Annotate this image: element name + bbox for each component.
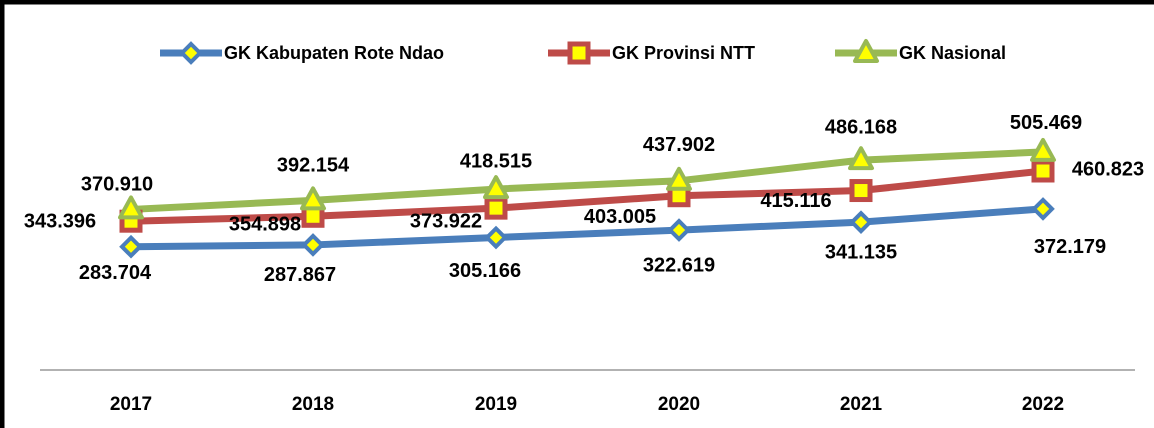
point <box>666 166 692 191</box>
data-label: 460.823 <box>1072 158 1144 180</box>
point <box>484 225 508 250</box>
data-label: 415.116 <box>760 190 831 212</box>
data-label: 372.179 <box>1034 236 1106 258</box>
point <box>119 234 143 259</box>
data-label: 343.396 <box>24 210 96 232</box>
x-tick-label: 2019 <box>475 394 517 415</box>
legend-label: GK Kabupaten Rote Ndao <box>224 43 444 63</box>
data-label: 305.166 <box>449 260 521 282</box>
x-tick-label: 2017 <box>110 394 152 415</box>
data-label: 505.469 <box>1010 112 1082 134</box>
point <box>849 179 873 203</box>
data-label: 437.902 <box>643 134 715 156</box>
series-line <box>130 205 1044 251</box>
legend-marker <box>179 41 203 65</box>
series-line <box>130 167 1044 225</box>
point <box>849 210 873 234</box>
data-label: 287.867 <box>264 264 336 286</box>
data-label: 392.154 <box>277 155 350 177</box>
data-label: 486.168 <box>825 116 897 138</box>
legend-marker <box>567 41 591 65</box>
data-label: 370.910 <box>81 174 153 196</box>
x-tick-label: 2018 <box>292 394 334 415</box>
series-line <box>130 148 1044 213</box>
point <box>667 218 691 242</box>
data-label: 341.135 <box>825 241 897 263</box>
x-tick-label: 2022 <box>1022 394 1064 415</box>
point <box>848 146 874 171</box>
x-tick-label: 2020 <box>658 394 700 415</box>
data-label: 418.515 <box>460 150 532 172</box>
legend-label: GK Nasional <box>899 43 1006 63</box>
point <box>301 233 325 257</box>
x-tick-label: 2021 <box>840 394 883 415</box>
data-label: 283.704 <box>79 262 152 284</box>
data-label: 403.005 <box>584 206 656 228</box>
point <box>484 196 508 220</box>
point <box>483 175 509 200</box>
data-label: 373.922 <box>410 210 482 232</box>
point <box>1031 159 1055 183</box>
legend-label: GK Provinsi NTT <box>612 43 755 63</box>
point <box>300 186 326 211</box>
point <box>118 195 144 220</box>
data-label: 354.898 <box>229 214 301 236</box>
point <box>1031 197 1055 221</box>
point <box>1030 137 1056 162</box>
data-label: 322.619 <box>643 254 715 276</box>
legend-marker <box>853 39 879 63</box>
